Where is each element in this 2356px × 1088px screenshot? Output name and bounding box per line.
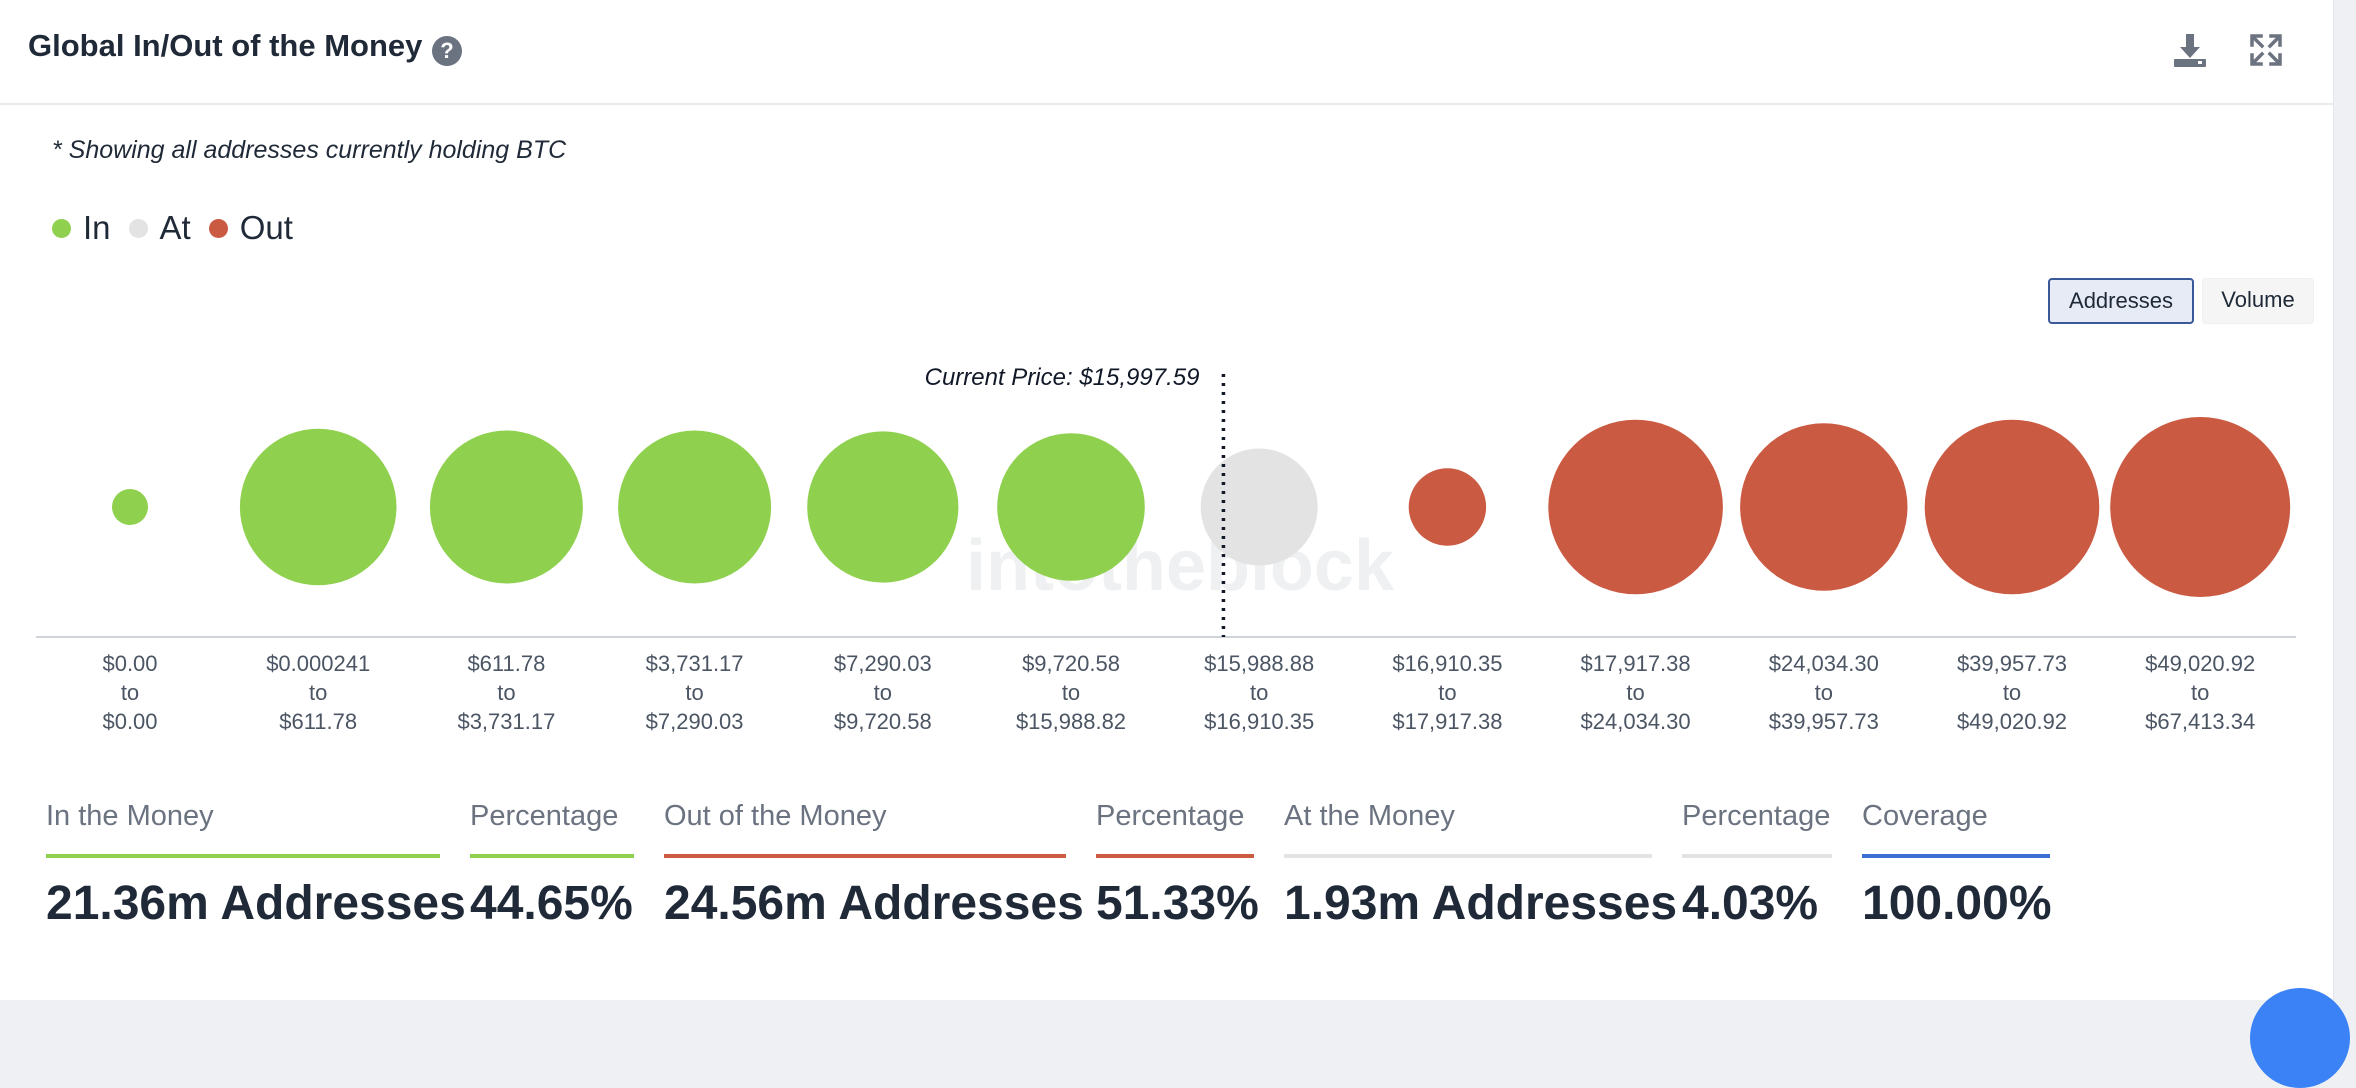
at-percentage-label: Percentage [1682,800,1831,832]
bin-range-label: $0.000241 [266,651,370,676]
at-the-money-stat: At the Money 1.93m Addresses [1284,800,1678,931]
bubble-out[interactable] [1924,419,2100,595]
bin-range-label: $7,290.03 [834,651,932,676]
bin-range-label: $611.78 [467,651,545,676]
legend-item-at[interactable]: At [128,209,191,247]
in-the-money-label: In the Money [46,800,214,832]
bin-range-label: $49,020.92 [2145,651,2255,676]
at-the-money-value: 1.93m Addresses [1284,877,1678,930]
in-the-money-stat: In the Money 21.36m Addresses [46,800,466,931]
legend-item-in[interactable]: In [52,209,111,247]
bin-range-label: to [1815,680,1833,705]
bin-range-label: to [2003,680,2021,705]
volume-toggle-button[interactable]: Volume [2202,278,2314,324]
in-percentage-stat: Percentage 44.65% [470,800,634,931]
bin-range-label: $15,988.88 [1204,651,1314,676]
out-of-the-money-bar [664,854,1066,858]
card-title: Global In/Out of the Money [28,28,423,63]
bubble-in[interactable] [429,430,583,584]
in-percentage-bar [470,854,634,858]
chart-legend: In At Out [52,208,311,248]
legend-dot-in [52,218,71,238]
out-of-the-money-stat: Out of the Money 24.56m Addresses [664,800,1084,931]
bin-range-label: $49,020.92 [1957,709,2067,734]
bin-range-label: $17,917.38 [1392,709,1502,734]
in-percentage-value: 44.65% [470,877,633,930]
bubble-chart: intotheblock$0.00to$0.00$0.000241to$611.… [36,364,2296,734]
at-percentage-value: 4.03% [1682,877,1819,930]
coverage-stat: Coverage 100.00% [1862,800,2052,931]
at-percentage-bar [1682,854,1832,858]
bubble-out[interactable] [1548,419,1723,595]
bin-range-label: to [1250,680,1268,705]
at-the-money-label: At the Money [1284,800,1455,832]
bubble-in[interactable] [239,428,397,586]
card-header: Global In/Out of the Money ? [0,0,2334,105]
bubble-in[interactable] [112,489,148,525]
at-the-money-bar [1284,854,1652,858]
bin-range-label: $0.00 [102,709,157,734]
legend-label-at: At [159,209,191,246]
bin-range-label: to [685,680,703,705]
out-of-the-money-label: Out of the Money [664,800,887,832]
help-icon[interactable]: ? [432,36,462,66]
bin-range-label: $611.78 [279,709,357,734]
bin-range-label: $3,731.17 [457,709,555,734]
bubble-in[interactable] [807,431,959,583]
bubble-at[interactable] [1200,448,1318,566]
bin-range-label: $16,910.35 [1392,651,1502,676]
bin-range-label: to [874,680,892,705]
out-percentage-bar [1096,854,1254,858]
legend-label-in: In [83,209,111,246]
bin-range-label: $24,034.30 [1769,651,1879,676]
coverage-label: Coverage [1862,800,1988,832]
bin-range-label: to [1438,680,1456,705]
bin-range-label: $24,034.30 [1581,709,1691,734]
coverage-bar [1862,854,2050,858]
in-the-money-bar [46,854,440,858]
bubble-in[interactable] [997,433,1145,581]
bin-range-label: $16,910.35 [1204,709,1314,734]
bin-range-label: to [497,680,515,705]
in-the-money-value: 21.36m Addresses [46,877,466,930]
bin-range-label: $3,731.17 [646,651,744,676]
bin-range-label: $9,720.58 [834,709,932,734]
bin-range-label: $67,413.34 [2145,709,2255,734]
legend-dot-out [208,218,228,238]
bin-range-label: $15,988.82 [1016,709,1126,734]
out-percentage-stat: Percentage 51.33% [1096,800,1259,931]
bin-range-label: $39,957.73 [1769,709,1879,734]
bin-range-label: to [309,680,327,705]
bin-range-label: to [2191,680,2209,705]
bin-range-label: $39,957.73 [1957,651,2067,676]
at-percentage-stat: Percentage 4.03% [1682,800,1832,931]
bin-range-label: $9,720.58 [1022,651,1120,676]
bubble-out[interactable] [1740,423,1908,591]
bin-range-label: to [121,680,139,705]
current-price-label: Current Price: $15,997.59 [925,364,1200,391]
bin-range-label: $17,917.38 [1581,651,1691,676]
addresses-toggle-button[interactable]: Addresses [2048,278,2194,324]
chat-launcher-button[interactable] [2250,988,2350,1088]
bin-range-label: to [1062,680,1080,705]
holding-note: * Showing all addresses currently holdin… [52,136,567,164]
bubble-out[interactable] [2110,417,2291,597]
legend-dot-at [128,218,148,238]
in-out-money-card: Global In/Out of the Money ? * Showing a… [0,0,2334,1000]
out-percentage-value: 51.33% [1096,877,1259,930]
bubble-out[interactable] [1408,468,1487,546]
in-percentage-label: Percentage [470,800,619,832]
legend-label-out: Out [239,209,293,246]
out-of-the-money-value: 24.56m Addresses [664,877,1084,930]
bubble-in[interactable] [618,430,772,584]
expand-icon[interactable] [2248,32,2284,68]
download-icon[interactable] [2170,30,2210,70]
bin-range-label: $7,290.03 [646,709,744,734]
bin-range-label: $0.00 [102,651,157,676]
bin-range-label: to [1626,680,1644,705]
legend-item-out[interactable]: Out [208,209,293,247]
coverage-value: 100.00% [1862,877,2052,930]
out-percentage-label: Percentage [1096,800,1245,832]
